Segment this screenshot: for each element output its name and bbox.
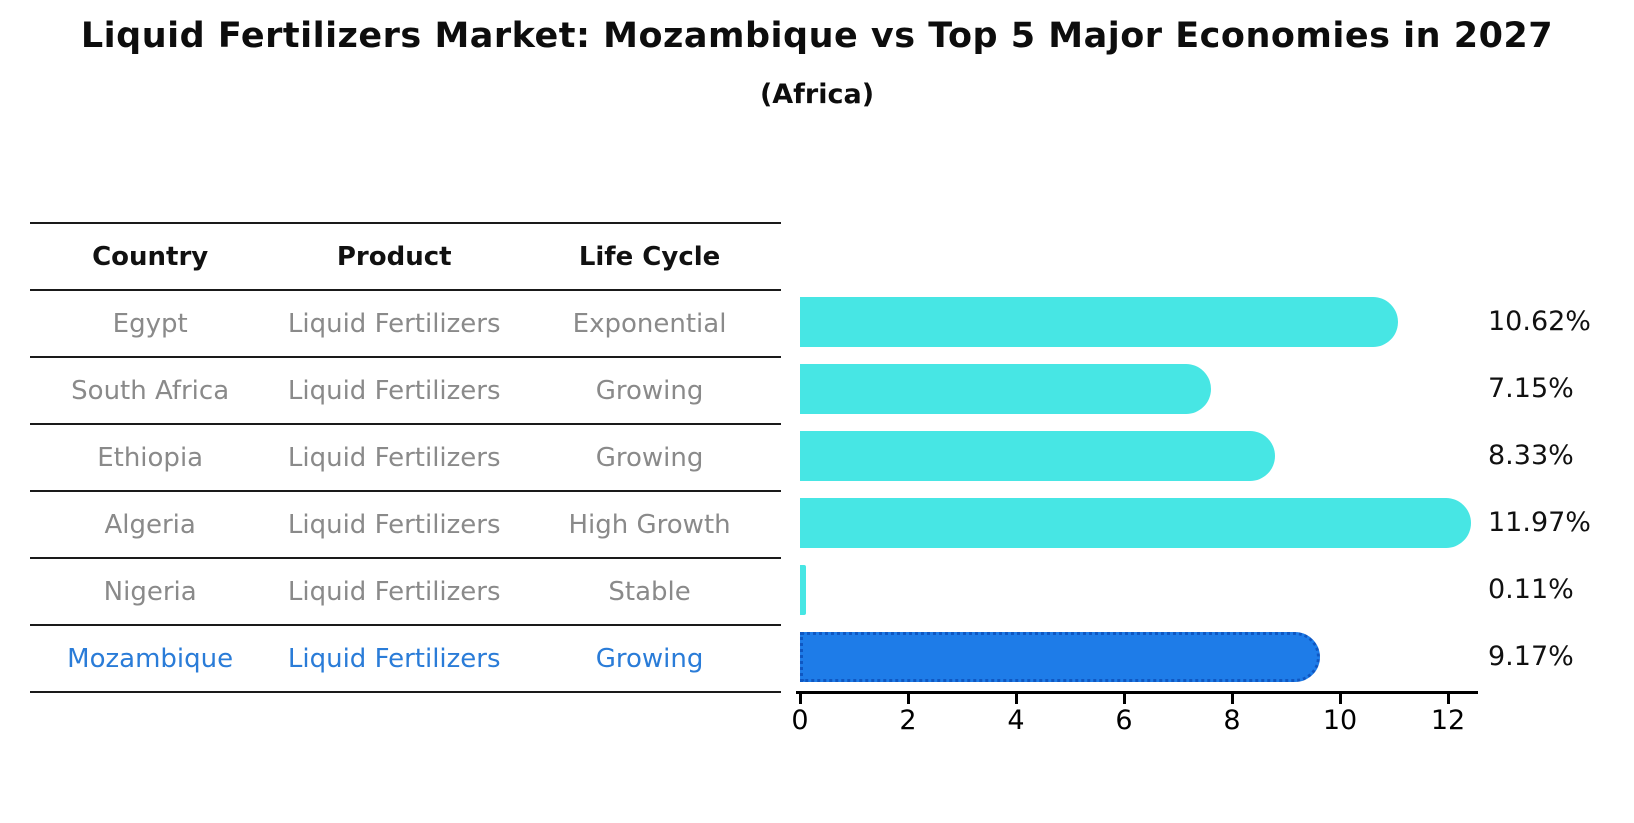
value-label-egypt: 10.62% bbox=[1488, 305, 1591, 337]
value-label-mozambique: 9.17% bbox=[1488, 640, 1574, 672]
country-cell: Ethiopia bbox=[97, 442, 204, 473]
x-tick-12 bbox=[1447, 694, 1450, 704]
x-tick-label-12: 12 bbox=[1430, 705, 1466, 736]
value-label-south-africa: 7.15% bbox=[1488, 372, 1574, 404]
bar-ethiopia bbox=[800, 430, 1275, 481]
x-tick-label-8: 8 bbox=[1223, 705, 1241, 736]
value-label-ethiopia: 8.33% bbox=[1488, 439, 1574, 471]
x-tick-label-0: 0 bbox=[791, 705, 809, 736]
table-row-egypt: Egypt Liquid Fertilizers Exponential bbox=[30, 291, 781, 358]
x-tick-0 bbox=[799, 694, 802, 704]
column-header-life-cycle: Life Cycle bbox=[578, 241, 721, 272]
table-row-algeria: Algeria Liquid Fertilizers High Growth bbox=[30, 492, 781, 559]
product-cell: Liquid Fertilizers bbox=[287, 576, 501, 607]
life-cycle-cell: Growing bbox=[595, 442, 704, 473]
table-header-row: Country Product Life Cycle bbox=[30, 224, 781, 291]
column-header-product: Product bbox=[336, 241, 452, 272]
table-row-nigeria: Nigeria Liquid Fertilizers Stable bbox=[30, 559, 781, 626]
product-cell: Liquid Fertilizers bbox=[287, 308, 501, 339]
x-tick-label-4: 4 bbox=[1007, 705, 1025, 736]
product-cell: Liquid Fertilizers bbox=[287, 509, 501, 540]
country-cell: Mozambique bbox=[67, 643, 234, 674]
life-cycle-cell: Stable bbox=[608, 576, 691, 607]
x-tick-label-6: 6 bbox=[1115, 705, 1133, 736]
product-cell: Liquid Fertilizers bbox=[287, 375, 501, 406]
x-tick-label-2: 2 bbox=[899, 705, 917, 736]
bar-mozambique bbox=[800, 631, 1320, 682]
table-row-ethiopia: Ethiopia Liquid Fertilizers Growing bbox=[30, 425, 781, 492]
x-axis-line bbox=[796, 691, 1478, 694]
page-subtitle: (Africa) bbox=[759, 79, 875, 110]
life-cycle-cell: High Growth bbox=[568, 509, 731, 540]
x-tick-label-10: 10 bbox=[1322, 705, 1358, 736]
life-cycle-cell: Growing bbox=[595, 375, 704, 406]
life-cycle-cell: Growing bbox=[595, 643, 704, 674]
table-row-mozambique: Mozambique Liquid Fertilizers Growing bbox=[30, 626, 781, 693]
value-label-nigeria: 0.11% bbox=[1488, 573, 1574, 605]
product-cell: Liquid Fertilizers bbox=[287, 643, 501, 674]
x-tick-4 bbox=[1015, 694, 1018, 704]
bar-egypt bbox=[800, 296, 1398, 347]
x-tick-8 bbox=[1231, 694, 1234, 704]
bar-algeria bbox=[800, 497, 1471, 548]
page-title: Liquid Fertilizers Market: Mozambique vs… bbox=[80, 16, 1554, 56]
data-table: Country Product Life Cycle Egypt Liquid F… bbox=[30, 222, 781, 693]
x-tick-2 bbox=[907, 694, 910, 704]
country-cell: Nigeria bbox=[103, 576, 197, 607]
bar-nigeria bbox=[800, 564, 806, 615]
table-body: Egypt Liquid Fertilizers Exponential South … bbox=[30, 291, 781, 693]
column-header-country: Country bbox=[92, 241, 209, 272]
country-cell: Algeria bbox=[104, 509, 196, 540]
x-tick-10 bbox=[1339, 694, 1342, 704]
x-tick-6 bbox=[1123, 694, 1126, 704]
country-cell: Egypt bbox=[112, 308, 188, 339]
table-row-south-africa: South Africa Liquid Fertilizers Growing bbox=[30, 358, 781, 425]
value-label-algeria: 11.97% bbox=[1488, 506, 1591, 538]
product-cell: Liquid Fertilizers bbox=[287, 442, 501, 473]
bar-south-africa bbox=[800, 363, 1211, 414]
country-cell: South Africa bbox=[71, 375, 230, 406]
life-cycle-cell: Exponential bbox=[572, 308, 727, 339]
